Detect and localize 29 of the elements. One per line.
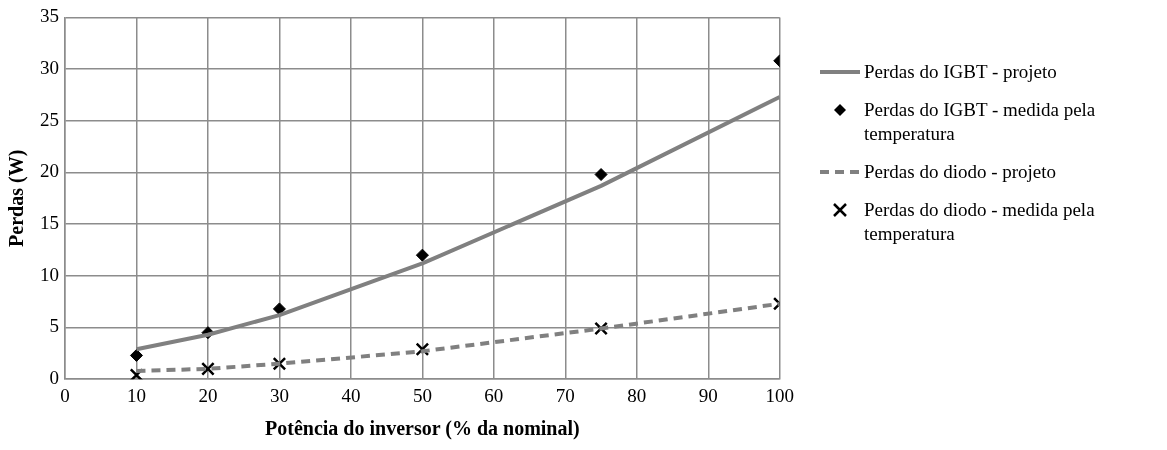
- x-axis-title: Potência do inversor (% da nominal): [265, 417, 580, 441]
- y-tick-label: 15: [40, 212, 59, 234]
- x-tick-label: 80: [627, 384, 647, 406]
- y-tick-label: 20: [40, 160, 59, 182]
- x-tick-label: 90: [698, 384, 718, 406]
- point: [272, 302, 286, 316]
- x-tick-label: 40: [341, 384, 361, 406]
- y-tick-label: 35: [40, 5, 59, 27]
- point: [129, 348, 143, 362]
- legend-label: Perdas do diodo - projeto: [864, 160, 1057, 184]
- x-tick-label: 30: [269, 384, 289, 406]
- legend-label: Perdas do IGBT - medida pela temperatura: [864, 98, 1097, 146]
- y-tick-label: 30: [40, 57, 59, 79]
- y-tick-label: 10: [40, 263, 59, 285]
- y-tick-label: 25: [40, 108, 59, 130]
- legend-label: Perdas do IGBT - projeto: [864, 60, 1057, 84]
- x-tick-label: 70: [555, 384, 575, 406]
- point: [415, 248, 429, 262]
- x-tick-label: 20: [198, 384, 218, 406]
- point: [201, 361, 215, 376]
- point: [594, 168, 608, 182]
- y-tick-label: 5: [49, 315, 59, 337]
- y-axis-title: Perdas (W): [5, 149, 29, 247]
- x-tick-label: 100: [765, 384, 794, 406]
- x-tick-label: 10: [126, 384, 146, 406]
- y-tick-label: 0: [49, 367, 59, 389]
- x-tick-label: 50: [412, 384, 432, 406]
- legend-label: Perdas do diodo - medida pela temperatura: [864, 198, 1096, 246]
- x-tick-label: 60: [484, 384, 504, 406]
